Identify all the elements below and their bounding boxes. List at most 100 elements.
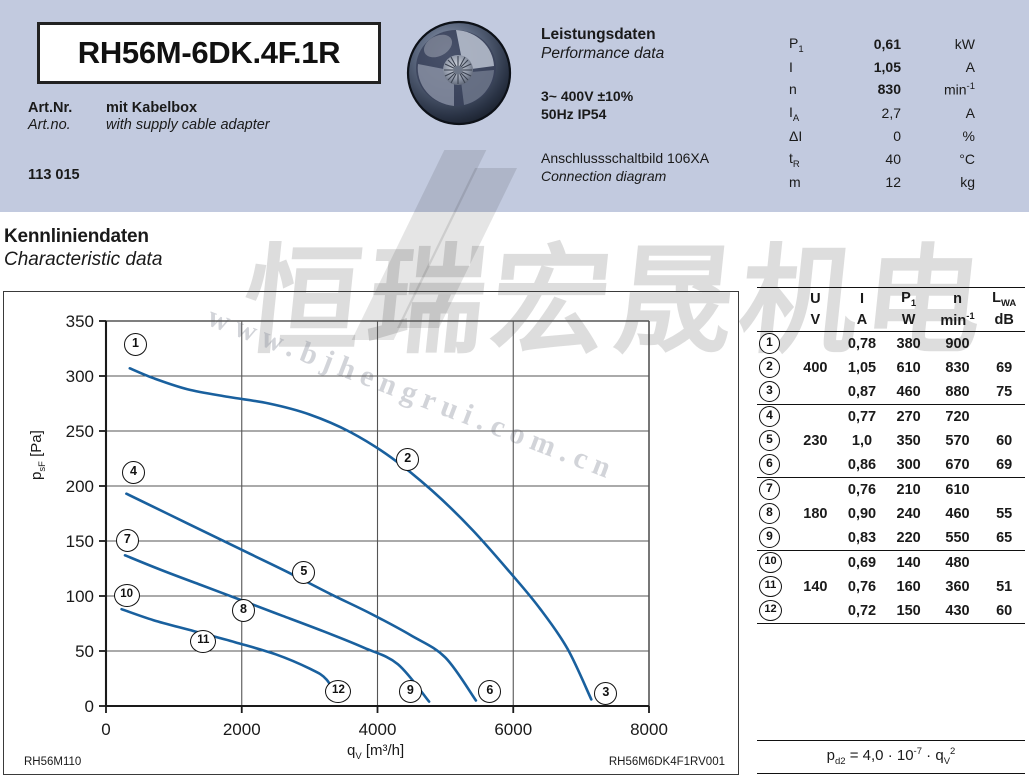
circled-number: 12 [759, 600, 782, 622]
characteristic-title-de: Kennliniendaten [4, 226, 149, 247]
x-tick-label: 2000 [223, 720, 261, 739]
cell-LWA: 60 [996, 602, 1013, 619]
performance-values-body: P1 0,61 kW I 1,05 A n 830 min-1 IA 2,7 A ΔI 0% tR… [789, 33, 975, 194]
col-n: n [931, 286, 984, 310]
perf-value: 1,05 [873, 59, 901, 76]
cell-I: 0,76 [847, 578, 877, 595]
table-row: 5 230 1,0 350 570 60 [757, 429, 1025, 453]
y-tick-label: 200 [66, 477, 94, 496]
cell-U: 180 [803, 505, 828, 522]
curve-marker-2: 2 [396, 448, 420, 471]
perf-row: IA 2,7 A [789, 102, 975, 126]
cell-U [792, 476, 839, 502]
perf-row: n 830 min-1 [789, 79, 975, 102]
cell-I: 1,05 [847, 359, 877, 376]
y-tick-label: 300 [66, 367, 94, 386]
curve-marker-6: 6 [478, 680, 502, 704]
cell-U [792, 599, 838, 624]
unit-LWA: dB [994, 312, 1014, 329]
x-tick-label: 6000 [494, 720, 532, 739]
performance-title-en: Performance data [541, 45, 665, 62]
performance-block: Leistungsdaten Performance data 3~ 400V … [541, 26, 709, 186]
cell-P1: 220 [896, 529, 921, 546]
table-row: 7 0,76 210 610 [757, 476, 1025, 502]
cell-n: 550 [945, 529, 970, 546]
col-I: I [838, 286, 886, 310]
curve-marker-12: 12 [325, 680, 352, 704]
col-U: U [792, 286, 839, 310]
cell-LWA: 60 [996, 432, 1013, 449]
perf-value: 40 [885, 151, 901, 168]
x-tick-label: 8000 [630, 720, 668, 739]
art-label-de: Art.Nr. [28, 100, 73, 116]
art-label-en: Art.no. [28, 117, 71, 133]
table-row: 10 0,69 140 480 [757, 549, 1025, 575]
circled-number: 8 [759, 503, 780, 525]
perf-value: 12 [885, 174, 901, 191]
perf-value: 0 [893, 127, 901, 144]
circled-number: 5 [759, 430, 780, 452]
cell-n: 880 [945, 383, 970, 400]
row-index: 11 [757, 575, 792, 599]
performance-values-table: P1 0,61 kW I 1,05 A n 830 min-1 IA 2,7 A ΔI 0% tR… [789, 33, 975, 194]
cell-LWA [983, 403, 1025, 429]
cell-n: 480 [931, 549, 984, 575]
model-title-box: RH56M-6DK.4F.1R [37, 22, 381, 84]
cell-P1: 150 [896, 602, 921, 619]
cell-U [792, 330, 839, 356]
y-tick-label: 150 [66, 532, 94, 551]
cell-U [792, 526, 838, 551]
cell-I: 0,83 [847, 529, 877, 546]
table-row: 8 180 0,90 240 460 55 [757, 502, 1025, 526]
cell-n: 610 [931, 476, 984, 502]
curve-marker-9: 9 [398, 680, 422, 704]
unit-number [757, 310, 792, 331]
cell-U: 400 [803, 359, 828, 376]
perf-symbol: tR [789, 149, 800, 170]
cell-P1: 210 [885, 476, 932, 502]
unit-n: min-1 [940, 311, 975, 330]
cell-LWA: 69 [996, 359, 1013, 376]
y-axis-label: psF [Pa] [28, 430, 48, 480]
page-title: RH56M-6DK.4F.1R [77, 35, 341, 70]
perf-unit: % [962, 127, 975, 144]
cell-LWA: 69 [996, 456, 1013, 473]
row-index: 5 [757, 429, 792, 453]
cell-I: 0,76 [838, 476, 886, 502]
y-tick-label: 350 [66, 312, 94, 331]
circled-number: 6 [759, 454, 780, 476]
cell-P1: 380 [885, 330, 932, 356]
perf-unit: °C [959, 151, 975, 168]
cell-LWA [983, 330, 1025, 356]
connection-diagram-de: Anschlussschaltbild 106XA [541, 149, 710, 166]
circled-number: 10 [759, 552, 782, 574]
article-block: Art.Nr. mit Kabelbox Art.no. with supply… [28, 100, 270, 134]
y-tick-label: 0 [85, 697, 94, 716]
cell-n: 900 [931, 330, 984, 356]
supply-spec: 3~ 400V ±10% 50Hz IP54 [541, 87, 709, 124]
perf-row: I 1,05 A [789, 57, 975, 79]
y-tick-label: 50 [75, 642, 94, 661]
data-table-head: U I P1 n LWA V A W min-1 dB [757, 286, 1025, 332]
cell-P1: 350 [896, 432, 921, 449]
table-row: 3 0,87 460 880 75 [757, 380, 1025, 405]
circled-number: 9 [759, 527, 780, 549]
cell-LWA: 65 [996, 529, 1013, 546]
perf-symbol: I [789, 59, 793, 76]
perf-symbol: ΔI [789, 127, 803, 144]
perf-unit: A [965, 59, 975, 76]
table-bottom-rule [757, 622, 1025, 624]
perf-symbol: P1 [789, 35, 804, 55]
cell-n: 360 [945, 578, 970, 595]
dynamic-pressure-formula: pd2 = 4,0 · 10-7 · qV2 [757, 740, 1025, 774]
cell-LWA [983, 476, 1025, 502]
curve-marker-7: 7 [115, 529, 139, 553]
unit-P1: W [901, 312, 916, 329]
perf-symbol: IA [789, 103, 800, 124]
row-index: 4 [757, 403, 793, 429]
row-index: 6 [757, 453, 792, 478]
cell-I: 0,69 [838, 549, 886, 575]
row-index: 8 [757, 502, 792, 526]
perf-row: P1 0,61 kW [789, 33, 975, 57]
